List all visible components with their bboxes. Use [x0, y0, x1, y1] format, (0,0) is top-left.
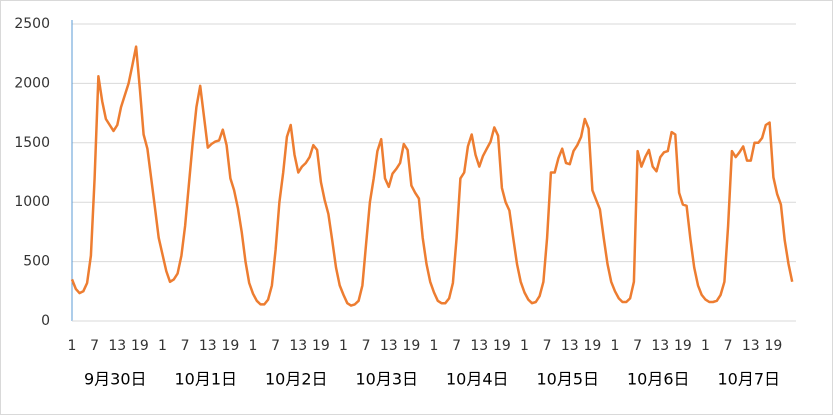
x-tick-label: 19 — [131, 338, 149, 354]
x-tick-label: 1 — [249, 338, 258, 354]
y-tick-label: 2000 — [14, 75, 50, 91]
x-tick-label: 13 — [289, 338, 307, 354]
data-line — [70, 45, 794, 307]
x-tick-label: 19 — [402, 338, 420, 354]
day-label: 10月7日 — [717, 370, 780, 389]
x-tick-label: 19 — [674, 338, 692, 354]
x-tick-label: 13 — [742, 338, 760, 354]
x-tick-label: 1 — [339, 338, 348, 354]
x-tick-label: 1 — [701, 338, 710, 354]
x-tick-label: 7 — [452, 338, 461, 354]
x-tick-label: 19 — [764, 338, 782, 354]
day-label: 9月30日 — [84, 370, 147, 389]
x-tick-label: 19 — [312, 338, 330, 354]
x-tick-label: 1 — [158, 338, 167, 354]
x-tick-label: 7 — [724, 338, 733, 354]
y-tick-label: 0 — [41, 313, 50, 329]
day-label: 10月5日 — [536, 370, 599, 389]
x-tick-label: 7 — [543, 338, 552, 354]
x-tick-label: 1 — [611, 338, 620, 354]
x-tick-label: 13 — [651, 338, 669, 354]
x-tick-label: 13 — [561, 338, 579, 354]
x-tick-label: 7 — [181, 338, 190, 354]
x-tick-label: 13 — [199, 338, 217, 354]
day-label: 10月6日 — [627, 370, 690, 389]
x-tick-label: 1 — [68, 338, 77, 354]
y-tick-label: 1500 — [14, 135, 50, 151]
x-tick-label: 19 — [583, 338, 601, 354]
day-label: 10月1日 — [174, 370, 237, 389]
x-tick-label: 7 — [271, 338, 280, 354]
x-tick-label: 7 — [633, 338, 642, 354]
y-tick-label: 500 — [23, 254, 50, 270]
x-tick-label: 1 — [520, 338, 529, 354]
x-tick-label: 13 — [108, 338, 126, 354]
x-tick-label: 7 — [362, 338, 371, 354]
x-tick-label: 13 — [380, 338, 398, 354]
x-tick-label: 19 — [221, 338, 239, 354]
x-tick-label: 1 — [430, 338, 439, 354]
day-label: 10月4日 — [446, 370, 509, 389]
y-tick-label: 2500 — [14, 16, 50, 32]
day-label: 10月3日 — [355, 370, 418, 389]
x-tick-label: 19 — [493, 338, 511, 354]
y-tick-label: 1000 — [14, 194, 50, 210]
x-tick-label: 13 — [470, 338, 488, 354]
day-label: 10月2日 — [265, 370, 328, 389]
x-tick-label: 7 — [90, 338, 99, 354]
